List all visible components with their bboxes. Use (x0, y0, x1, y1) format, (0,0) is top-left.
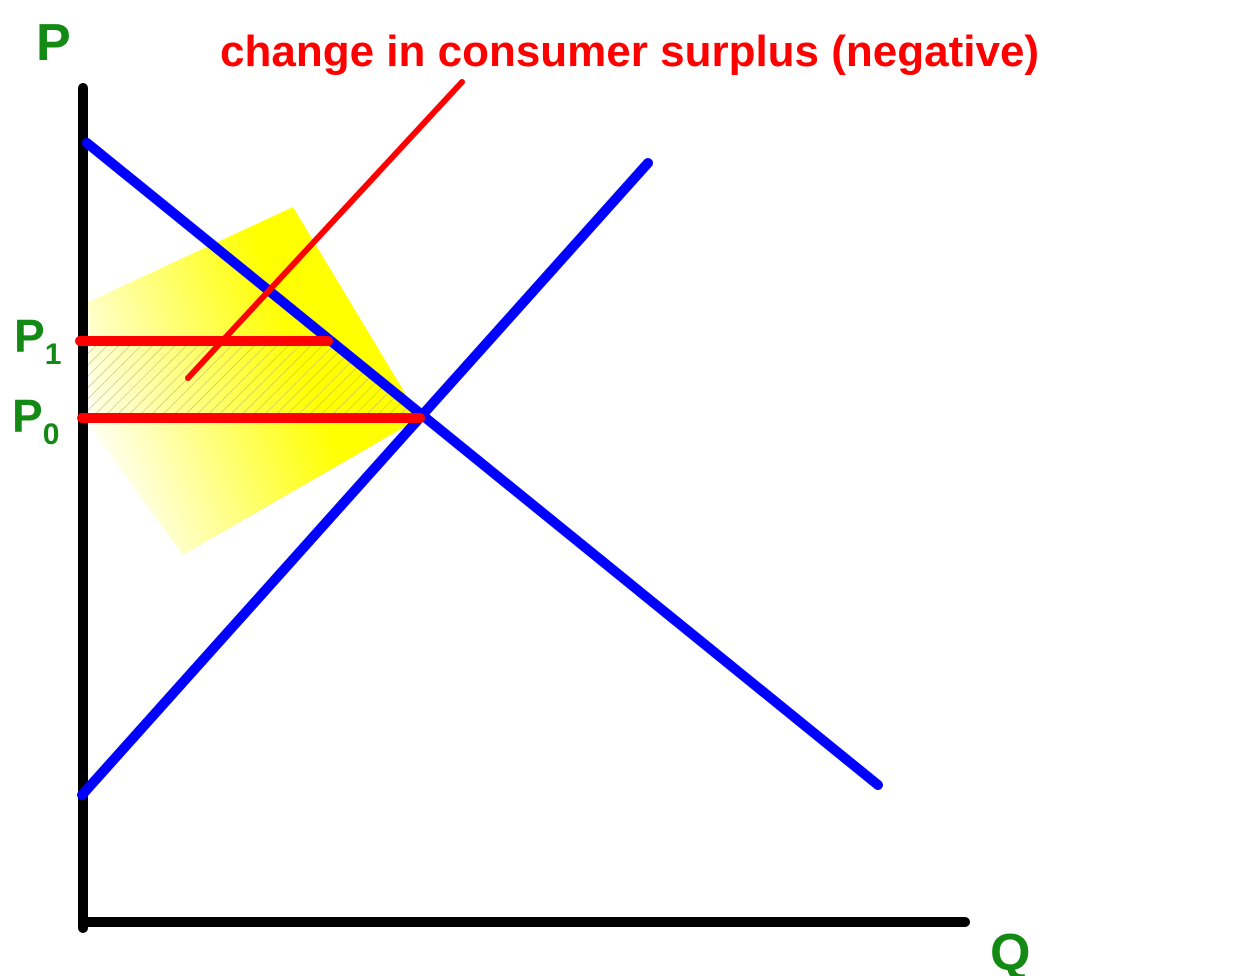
hatched-area (88, 341, 420, 418)
price-label: P0 (12, 390, 59, 451)
price-label: P1 (14, 310, 61, 371)
annotation-pointer (185, 79, 465, 381)
y-axis-label: P (36, 14, 71, 72)
demand-curve (82, 138, 883, 790)
supply-curve (77, 158, 653, 800)
annotation: change in consumer surplus (negative) (220, 27, 1039, 76)
x-axis-label: Q (990, 924, 1030, 976)
